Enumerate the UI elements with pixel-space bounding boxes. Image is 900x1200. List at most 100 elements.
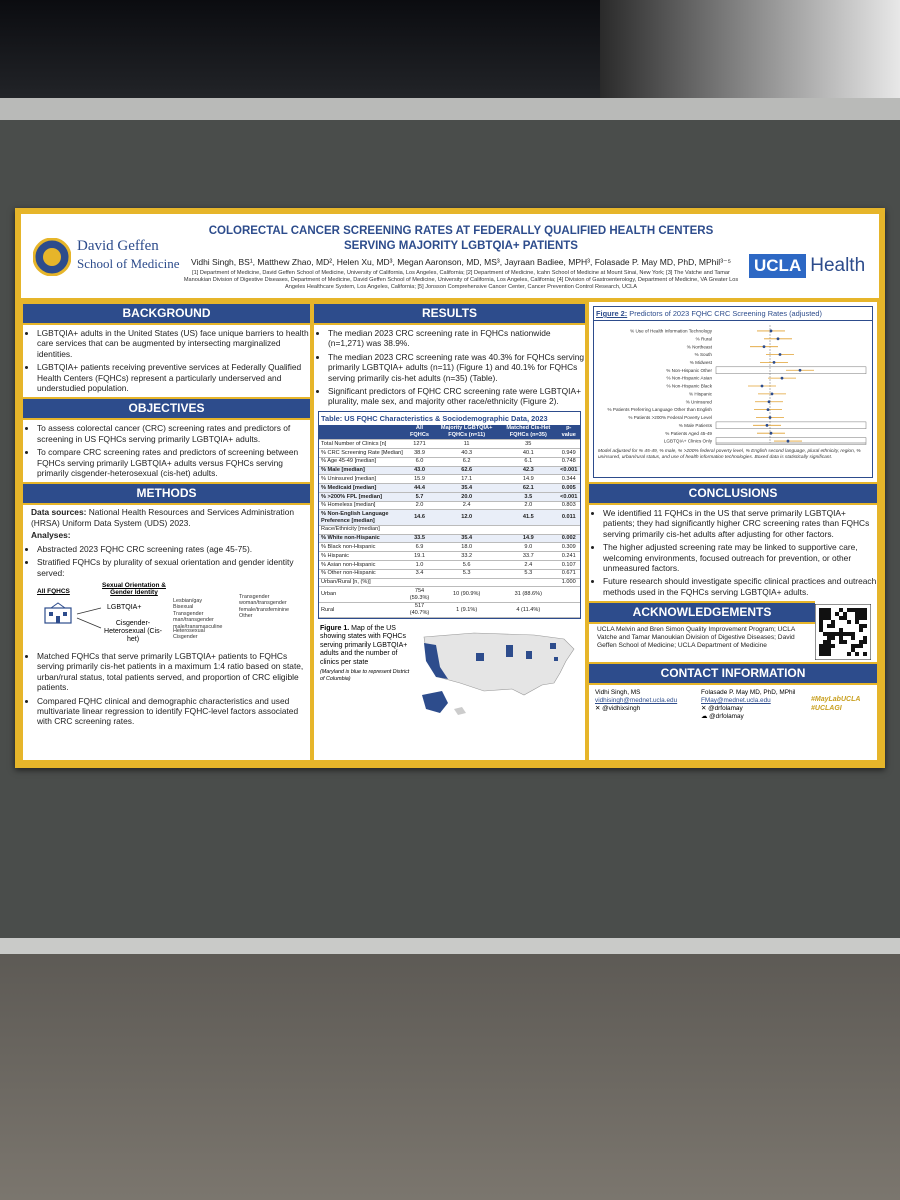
diagram-heading: Sexual Orientation & Gender Identity — [102, 581, 166, 596]
qr-module — [859, 628, 863, 633]
estimate — [780, 376, 784, 380]
qr-module — [855, 652, 859, 657]
estimate — [770, 392, 774, 396]
list-item: Other — [239, 613, 253, 620]
table-cell: 5.3 — [499, 569, 558, 579]
label: Analyses: — [31, 530, 71, 541]
institution-line: School of Medicine — [77, 256, 180, 271]
paragraph: UCLA Melvin and Bren Simon Quality Impro… — [597, 626, 795, 650]
qr-module — [863, 636, 867, 641]
qr-module — [855, 620, 859, 625]
table-cell — [434, 578, 500, 588]
floor — [0, 954, 900, 1200]
row-label: % Non-Hispanic Other — [666, 368, 712, 373]
bullet: The higher adjusted screening rate may b… — [603, 542, 877, 573]
table-row: % Age 45-49 [median] 6.0 6.2 6.1 0.748 — [319, 457, 580, 467]
contact-person: Folasade P. May MD, PhD, MPhil FMay@medn… — [701, 689, 795, 721]
row-label: % Uninsured — [686, 399, 713, 404]
list-item: Transgender man/transgender male/transma… — [173, 610, 223, 630]
qr-module — [847, 608, 851, 613]
table-row: Race/Ethnicity [median] — [319, 525, 580, 535]
qr-module — [823, 608, 827, 613]
table-cell: Rural — [319, 602, 405, 619]
table-cell: % Asian non-Hispanic — [319, 560, 405, 570]
diagram-list: Lesbian/gay Bisexual Transgender man/tra… — [173, 598, 235, 630]
significance-box — [715, 421, 867, 429]
qr-module — [851, 636, 855, 641]
bullet: To compare CRC screening rates and predi… — [37, 447, 310, 478]
table-cell: 517 (40.7%) — [404, 602, 435, 619]
table-cell: 1 (9.1%) — [434, 602, 500, 619]
bullet: Compared FQHC clinical and demographic c… — [37, 696, 310, 727]
poster: David Geffen School of Medicine COLORECT… — [15, 208, 885, 768]
table-cell — [557, 602, 580, 619]
significance-box — [715, 437, 867, 445]
qr-module — [855, 616, 859, 621]
table-cell: 1.0 — [404, 560, 435, 570]
caption: Map of the US showing states with FQHCs … — [320, 625, 408, 666]
table-row: % Non-English Language Preference [media… — [319, 509, 580, 526]
table-cell: 2.4 — [434, 501, 500, 511]
contact: Vidhi Singh, MS vidhisingh@mednet.ucla.e… — [589, 685, 877, 735]
qr-module — [843, 632, 847, 637]
qr-module — [819, 648, 823, 653]
table-cell: 19.1 — [404, 551, 435, 561]
qr-module — [827, 616, 831, 621]
section-heading: CONCLUSIONS — [589, 482, 877, 505]
bullet: Abstracted 2023 FQHC CRC screening rates… — [37, 544, 310, 554]
handle: @drfolamay — [708, 705, 743, 713]
table-row: % Hispanic 19.1 33.2 33.7 0.241 — [319, 551, 580, 561]
qr-module — [851, 648, 855, 653]
table-row: Urban/Rural [n, (%)] 1.000 — [319, 578, 580, 588]
table-cell: 5.7 — [404, 492, 435, 502]
bullet-list: LGBTQIA+ adults in the United States (US… — [23, 328, 310, 393]
table-cell: 12.0 — [434, 509, 500, 526]
hashtag: #MayLabUCLA — [811, 696, 861, 704]
bullet: Stratified FQHCs by plurality of sexual … — [37, 557, 310, 578]
table-cell: % Homeless [median] — [319, 501, 405, 511]
table-row: % Homeless [median] 2.0 2.4 2.0 0.803 — [319, 501, 580, 511]
qr-module — [819, 628, 823, 633]
figure-note: Model adjusted for % 45-49, % male, % >2… — [598, 449, 861, 460]
qr-module — [819, 652, 823, 657]
table-cell: 2.4 — [499, 560, 558, 570]
section-heading: RESULTS — [314, 302, 585, 325]
table-cell: 1.000 — [557, 578, 580, 588]
figure-label: Figure 2: — [596, 309, 628, 318]
qr-module — [839, 632, 843, 637]
table-cell — [499, 525, 558, 535]
contact-email[interactable]: vidhisingh@mednet.ucla.edu — [595, 697, 678, 705]
qr-module — [859, 644, 863, 649]
list-item: Cisgender — [173, 634, 198, 641]
table-row: Urban 754 (59.3%) 10 (90.9%) 31 (88.6%) — [319, 586, 580, 603]
table-cell: 31 (88.6%) — [499, 586, 558, 603]
brand-box: UCLA — [749, 254, 807, 278]
bullet: We identified 11 FQHCs in the US that se… — [603, 508, 877, 539]
bullet: LGBTQIA+ adults in the United States (US… — [37, 328, 310, 359]
table-cell: % >200% FPL [median] — [319, 492, 405, 502]
table-cell: 0.241 — [557, 551, 580, 561]
table-cell: 9.0 — [499, 542, 558, 553]
bullet: Significant predictors of FQHC CRC scree… — [328, 386, 585, 407]
qr-module — [831, 620, 835, 625]
qr-module — [859, 612, 863, 617]
table-cell: 40.1 — [499, 448, 558, 458]
estimate — [772, 361, 776, 364]
row-label: % Male Patients — [679, 423, 713, 428]
estimate — [778, 353, 782, 356]
section-heading: OBJECTIVES — [23, 397, 310, 421]
table-cell: 6.0 — [404, 457, 435, 467]
row-label: % Rural — [696, 336, 712, 341]
table-cell: 35.4 — [434, 483, 500, 493]
bullet: Matched FQHCs that serve primarily LGBTQ… — [37, 651, 310, 693]
qr-module — [843, 616, 847, 621]
contact-name: Folasade P. May MD, PhD, MPhil — [701, 689, 796, 697]
estimate — [768, 416, 772, 419]
contact-email[interactable]: FMay@mednet.ucla.edu — [701, 697, 771, 705]
table-cell: 3.5 — [499, 492, 558, 502]
table-title: Table: US FQHC Characteristics & Sociode… — [321, 413, 548, 423]
table-row: % Medicaid [median] 44.4 35.4 62.1 0.005 — [319, 483, 580, 493]
building-icon — [44, 602, 72, 624]
table-cell: 14.9 — [499, 534, 558, 544]
